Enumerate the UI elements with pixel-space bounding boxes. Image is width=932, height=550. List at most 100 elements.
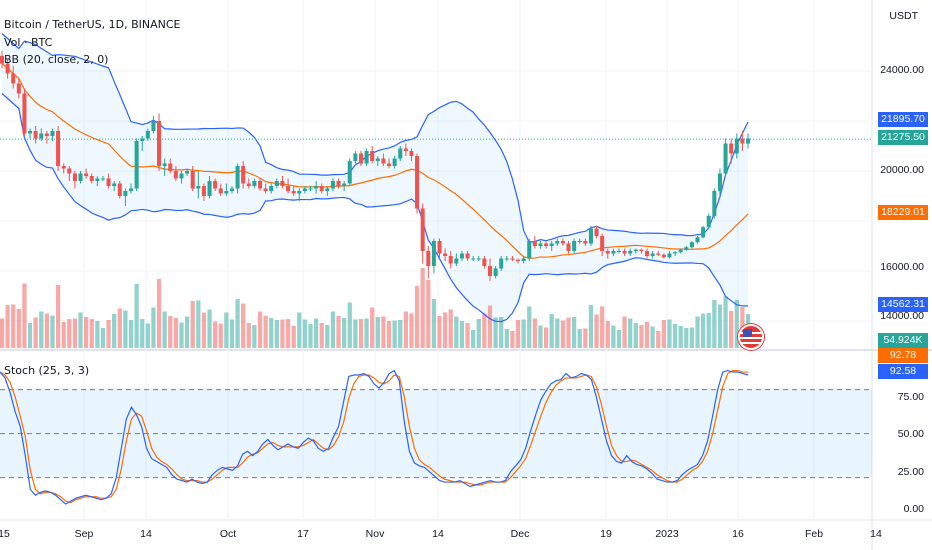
volume-bar [33,317,38,348]
candle-body [420,208,425,251]
volume-bar [678,326,683,348]
volume-bar [252,325,257,348]
candle-body [426,251,431,266]
volume-bar [190,301,195,348]
volume-bar [5,305,10,348]
candle-body [443,253,448,256]
candle-body [639,249,644,251]
volume-bar [471,330,476,348]
volume-bar [123,310,128,348]
volume-bar [734,300,739,348]
candle-body [134,141,139,189]
volume-bar [712,300,717,348]
candle-body [706,216,711,228]
candle-body [56,131,61,166]
volume-bar [112,314,117,348]
candle-body [622,251,627,254]
candle-body [403,148,408,151]
symbol-title[interactable]: Bitcoin / TetherUS, 1D, BINANCE [4,18,181,31]
volume-bar [560,320,566,348]
candle-body [145,131,150,139]
volume-bar [656,331,661,348]
candle-body [431,241,436,266]
candle-body [168,163,173,171]
bb-background [2,33,748,322]
candle-body [673,252,678,254]
candle-body [241,166,246,184]
volume-bar [313,318,319,348]
candle-body [600,236,605,251]
volume-bar [0,318,5,348]
candle-body [89,176,94,181]
candle-body [566,243,571,251]
candle-body [717,173,722,191]
volume-bar [11,304,16,348]
candle-body [392,158,397,166]
volume-bar [409,313,414,348]
candle-body [510,258,515,260]
candle-body [387,163,392,166]
candle-body [297,191,302,194]
candle-body [39,133,44,139]
candle-body [516,259,521,261]
candle-body [712,191,717,216]
candle-body [482,258,487,266]
volume-bar [700,313,706,348]
volume-bar [291,326,296,348]
candle-body [684,247,689,250]
candle-body [689,242,694,248]
candle-body [11,73,16,84]
time-tick: Sep [74,528,94,540]
candle-body [409,151,414,156]
volume-bar [381,316,386,348]
volume-bar [364,318,369,348]
volume-bar [342,318,347,348]
bb-legend[interactable]: BB (20, close, 2, 0) [4,53,109,66]
volume-bar [465,323,470,348]
candle-body [364,151,369,164]
volume-bar [510,331,515,348]
volume-bar [650,326,655,348]
volume-bar [325,325,330,348]
volume-bar [431,299,437,348]
bb-upper-line [1,33,749,243]
candle-body [549,243,554,246]
candle-body [437,241,442,254]
volume-bar [600,306,605,348]
stoch-tick: 50.00 [897,428,924,440]
volume-legend[interactable]: Vol · BTC [4,36,53,49]
volume-bar [67,319,72,348]
stoch-tick: 25.00 [897,466,924,478]
volume-bar [532,318,537,348]
volume-bar [61,322,66,348]
volume-bar [448,309,453,348]
currency-label[interactable]: USDT [889,10,918,22]
volume-bar [235,299,240,348]
candle-body [347,161,352,184]
volume-bar [437,316,442,348]
candle-body [701,227,706,238]
candle-body [605,251,610,254]
volume-bar [358,319,364,348]
volume-bar [499,317,504,348]
volume-bar [229,319,235,348]
volume-bar [218,323,223,348]
volume-bar [241,303,246,348]
candle-body [291,191,296,194]
candle-body [729,143,734,154]
volume-bar [611,325,616,348]
bb-basis-line [1,63,749,259]
candle-body [207,181,212,196]
volume-bar [622,316,627,348]
volume-bar [672,324,678,348]
candle-body [342,183,347,186]
candle-body [257,181,263,189]
volume-bar [106,320,111,348]
candle-body [588,228,593,244]
stoch-legend[interactable]: Stoch (25, 3, 3) [4,364,90,377]
volume-bar [89,319,94,348]
us-flag-events-icon[interactable] [738,324,764,350]
candle-body [499,258,504,269]
candle-body [532,241,537,246]
